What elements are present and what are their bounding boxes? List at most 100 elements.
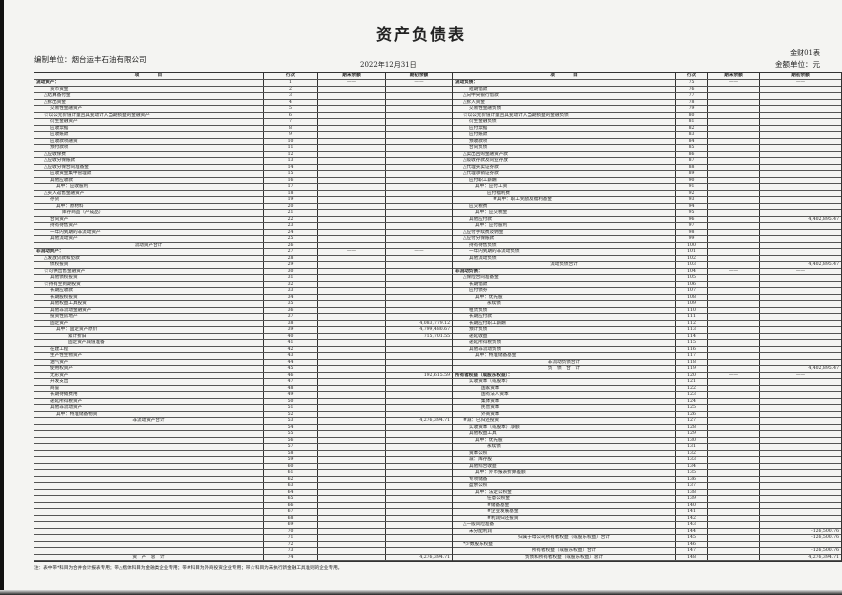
begin-balance — [759, 288, 841, 294]
item-label: 其中：特准储备物资 — [56, 411, 98, 417]
item-label: △买入返售金融资产 — [44, 190, 85, 196]
table-row: 货币资金 2 — [34, 86, 452, 93]
row-number: 14 — [263, 164, 317, 170]
row-number: 75 — [675, 80, 707, 86]
end-balance — [707, 470, 759, 476]
end-balance — [317, 463, 385, 469]
end-balance: —— — [317, 249, 385, 255]
table-row: 应付账款 83 — [453, 132, 841, 139]
row-number: 51 — [263, 405, 317, 411]
row-number: 26 — [263, 242, 317, 248]
table-row: △应收分保账款 13 — [34, 158, 452, 165]
row-number: 11 — [263, 145, 317, 151]
row-number: 12 — [263, 151, 317, 157]
end-balance — [707, 457, 759, 463]
begin-balance — [385, 346, 452, 352]
row-number: 98 — [675, 229, 707, 235]
table-row: 投资性房地产 37 — [34, 314, 452, 321]
table-row: 国家资本 122 — [453, 385, 841, 392]
row-number: 107 — [675, 288, 707, 294]
row-number: 69 — [263, 522, 317, 528]
row-number: 80 — [675, 112, 707, 118]
end-balance — [707, 314, 759, 320]
item-label: 归属于母公司所有者权益（或股东权益）合计 — [518, 535, 610, 540]
item-label — [34, 529, 263, 535]
end-balance — [317, 158, 385, 164]
end-balance — [707, 288, 759, 294]
row-number: 4 — [263, 99, 317, 105]
table-row: △卖出回购金融资产款 86 — [453, 151, 841, 158]
end-balance — [317, 301, 385, 307]
table-row: 71 — [34, 535, 452, 542]
begin-balance — [385, 210, 452, 216]
item-label — [34, 470, 263, 476]
end-balance — [317, 398, 385, 404]
begin-balance — [385, 132, 452, 138]
row-number: 46 — [263, 372, 317, 378]
row-number: 23 — [263, 223, 317, 229]
item-label: 预计负债 — [469, 327, 488, 332]
item-label: 负 债 合 计 — [547, 366, 581, 371]
item-label: 长期应付职工薪酬 — [469, 320, 506, 326]
item-label: #减：已归还投资 — [463, 418, 500, 423]
table-row: 56 — [34, 437, 452, 444]
table-row: 长期待摊费用 49 — [34, 392, 452, 399]
end-balance — [707, 392, 759, 398]
end-balance — [707, 502, 759, 508]
row-number: 104 — [675, 268, 707, 274]
item-label — [34, 509, 263, 515]
row-number: 84 — [675, 138, 707, 144]
begin-balance — [759, 99, 841, 105]
end-balance — [317, 119, 385, 125]
row-number: 146 — [675, 541, 707, 547]
begin-balance — [385, 528, 452, 534]
begin-balance — [385, 255, 452, 261]
row-number: 19 — [263, 197, 317, 203]
item-label: 盈余公积 — [469, 483, 488, 488]
row-number: 126 — [675, 411, 707, 417]
begin-balance: 4,276,394.71 — [385, 554, 452, 560]
end-balance — [707, 145, 759, 151]
row-number: 17 — [263, 184, 317, 190]
item-label — [34, 431, 263, 437]
table-row: #利润归还投资 142 — [453, 515, 841, 522]
row-number: 127 — [675, 418, 707, 424]
table-row: 其他应收款 16 — [34, 177, 452, 184]
begin-balance — [759, 307, 841, 313]
row-number: 95 — [675, 210, 707, 216]
item-label: 预收款项 — [469, 138, 488, 144]
end-balance — [317, 359, 385, 365]
table-row: 应付职工薪酬 90 — [453, 177, 841, 184]
table-row: 应交税费 94 — [453, 203, 841, 210]
item-label: △拆入资金 — [463, 99, 485, 105]
table-row: 在建工程 42 — [34, 346, 452, 353]
table-row: #储备基金 140 — [453, 502, 841, 509]
end-balance — [707, 444, 759, 450]
begin-balance — [759, 489, 841, 495]
begin-balance — [759, 411, 841, 417]
begin-balance — [759, 340, 841, 346]
begin-balance — [385, 106, 452, 112]
item-label: 国有法人资本 — [481, 392, 509, 397]
table-row: 固定资产 38 4,083,779.12 — [34, 320, 452, 327]
row-number: 105 — [675, 275, 707, 281]
table-row: 实收资本（或股本） 121 — [453, 379, 841, 386]
end-balance — [317, 340, 385, 346]
end-balance — [317, 190, 385, 196]
begin-balance — [385, 164, 452, 170]
row-number: 27 — [263, 249, 317, 255]
end-balance — [707, 366, 759, 372]
row-number: 42 — [263, 346, 317, 352]
item-label: 交易性金融负债 — [469, 106, 502, 111]
begin-balance — [385, 509, 452, 515]
table-row: 其他综合收益 134 — [453, 463, 841, 470]
end-balance: —— — [707, 80, 759, 86]
begin-balance — [759, 457, 841, 463]
item-label: 专项储备 — [469, 476, 488, 482]
table-row: 非流动资产： 27 —— —— — [34, 249, 452, 256]
item-label — [34, 548, 263, 554]
row-number: 30 — [263, 268, 317, 274]
end-balance — [317, 171, 385, 177]
begin-balance — [759, 112, 841, 118]
row-number: 143 — [675, 522, 707, 528]
